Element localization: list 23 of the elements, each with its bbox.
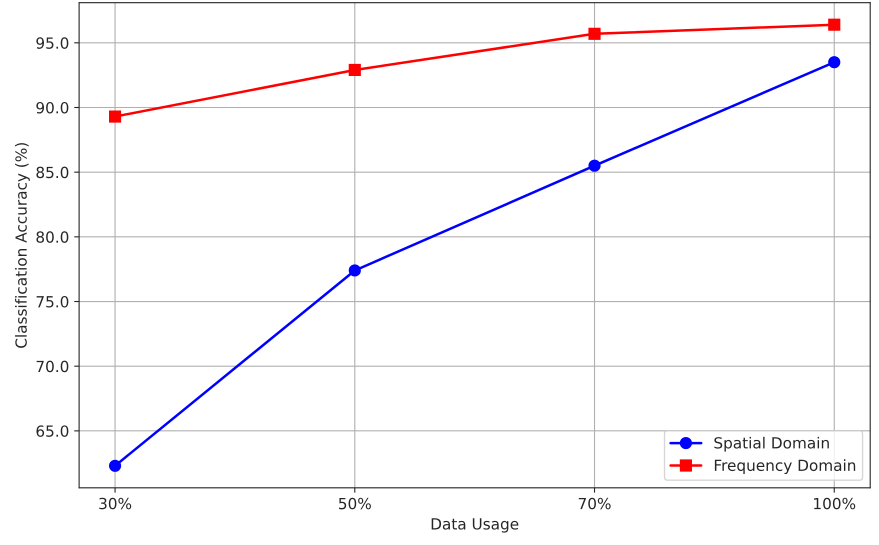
x-tick-label: 30% [99, 498, 132, 510]
x-tick-label: 100% [814, 498, 856, 510]
x-axis-title: Data Usage [432, 518, 518, 533]
point [828, 56, 840, 68]
x-tick-label: 70% [578, 498, 611, 510]
y-tick-label: 95.0 [36, 37, 68, 49]
point [348, 64, 361, 76]
x-tick-label: 50% [338, 498, 371, 510]
y-tick-label: 80.0 [36, 231, 68, 243]
legend-label: Spatial Domain [714, 436, 829, 452]
point [348, 264, 361, 277]
y-axis-title: Classification Accuracy (%) [15, 143, 30, 348]
y-tick-label: 75.0 [36, 296, 68, 308]
point [828, 18, 840, 31]
y-tick-label: 65.0 [36, 425, 68, 437]
point [588, 160, 601, 172]
point [588, 28, 601, 40]
y-tick-label: 70.0 [36, 360, 68, 372]
y-tick-label: 90.0 [36, 102, 68, 114]
point [108, 460, 122, 472]
point [108, 110, 122, 123]
y-tick-label: 85.0 [36, 166, 68, 178]
legend-label: Frequency Domain [714, 459, 856, 474]
